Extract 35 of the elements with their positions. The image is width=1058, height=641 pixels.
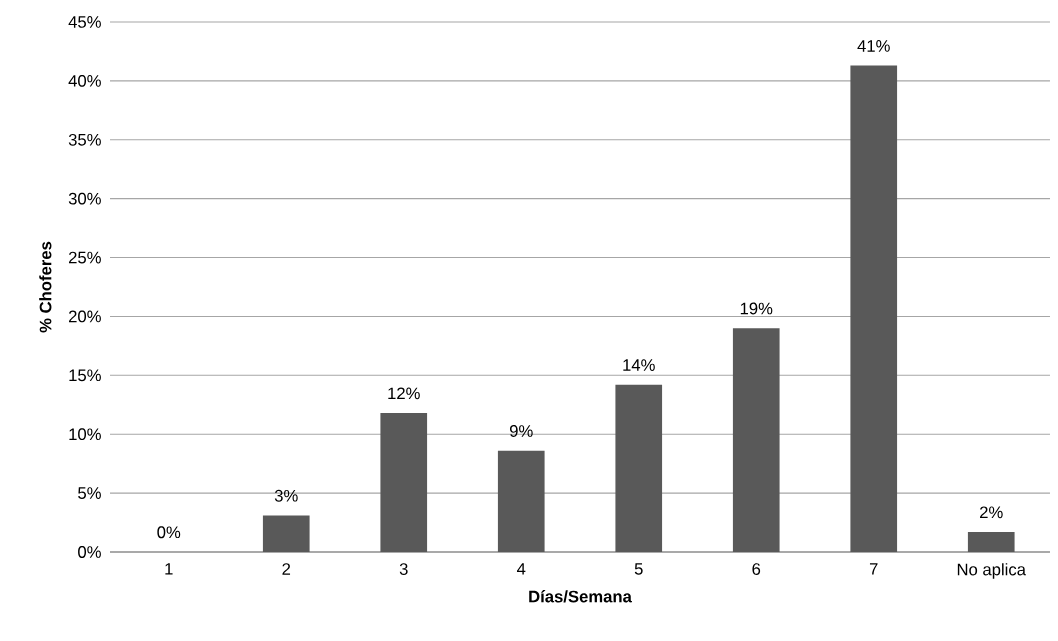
data-label: 19%: [740, 302, 773, 315]
bar: [262, 515, 310, 552]
y-tick-label: 15%: [69, 369, 101, 382]
data-label: 3%: [274, 489, 298, 502]
y-tick-label: 45%: [68, 16, 101, 28]
x-tick-label: 6: [752, 563, 761, 575]
y-tick-label: 35%: [68, 133, 101, 146]
data-label: 0%: [157, 526, 181, 539]
bar: [732, 328, 780, 552]
x-tick-label: 4: [516, 563, 526, 575]
x-tick-label: 3: [399, 563, 408, 575]
data-label: 14%: [623, 359, 655, 371]
y-tick-label: 20%: [68, 310, 101, 323]
bar: [967, 531, 1015, 552]
bar: [850, 65, 898, 552]
y-tick-label: 25%: [68, 251, 101, 264]
bar: [497, 450, 545, 552]
bar: [615, 384, 663, 552]
x-tick-label: 1: [165, 563, 173, 575]
data-label: 9%: [509, 425, 533, 437]
data-label: 2%: [980, 506, 1003, 519]
bar: [380, 413, 428, 552]
y-tick-label: 40%: [68, 74, 101, 87]
x-tick-label: 7: [869, 563, 878, 575]
data-label: 41%: [857, 40, 890, 52]
y-tick-label: 5%: [78, 487, 101, 499]
y-axis-title: % Choferes: [39, 241, 52, 333]
x-tick-label: 2: [282, 563, 291, 575]
x-tick-label: No aplica: [957, 563, 1026, 579]
data-label: 12%: [388, 387, 420, 400]
y-tick-label: 10%: [69, 428, 101, 441]
x-axis-title: Días/Semana: [529, 590, 632, 603]
x-tick-label: 5: [634, 563, 643, 575]
y-tick-label: 0%: [78, 546, 101, 558]
y-tick-label: 30%: [68, 192, 101, 205]
